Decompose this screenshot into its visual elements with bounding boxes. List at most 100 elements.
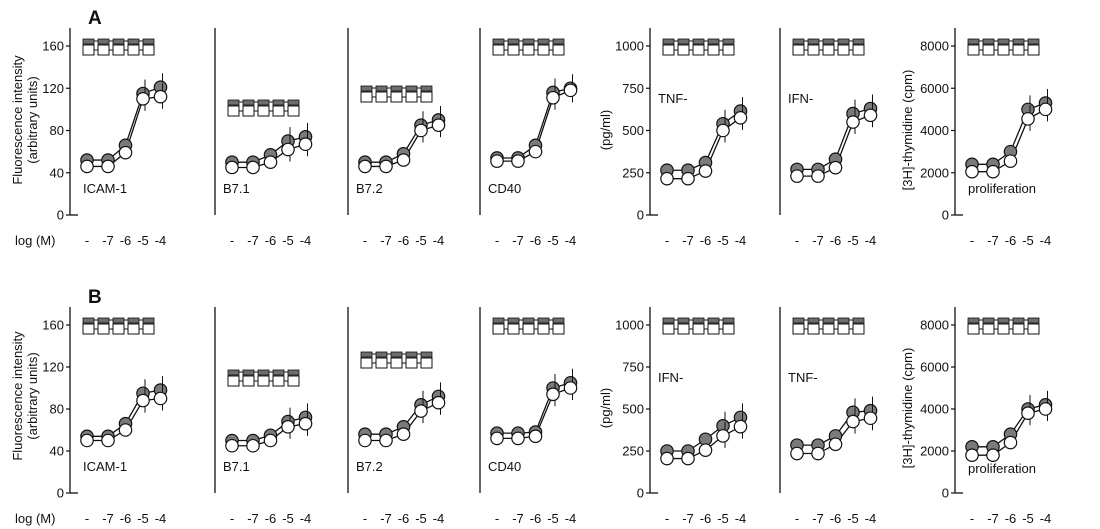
- x-tick-label: -6: [265, 511, 277, 526]
- chart-panel-b-3: - -7 -6 -5 -4 B7.2: [347, 307, 446, 526]
- treatment-box-open: [287, 105, 300, 117]
- y-tick-label: 0: [637, 208, 644, 223]
- treatment-box-filled: [112, 38, 125, 45]
- x-tick-label: -4: [1040, 511, 1052, 526]
- treatment-box-open: [537, 323, 550, 335]
- data-point-open: [298, 416, 313, 431]
- data-point-open: [790, 169, 804, 183]
- treatment-box-open: [537, 44, 550, 56]
- panel-label-tnf-: TNF-: [658, 91, 688, 106]
- y-tick-label: 0: [57, 208, 64, 223]
- data-point-open: [298, 137, 313, 152]
- x-tick-label: -7: [380, 511, 392, 526]
- panel-label-icam-1: ICAM-1: [83, 181, 127, 196]
- y-tick-label: 120: [42, 360, 64, 375]
- treatment-box-filled: [272, 369, 285, 376]
- treatment-box-filled: [242, 99, 255, 106]
- treatment-box-open: [507, 323, 520, 335]
- data-point-open: [811, 446, 825, 461]
- treatment-box-open: [807, 323, 820, 335]
- data-point-open: [716, 429, 730, 443]
- data-point-open: [379, 159, 393, 174]
- x-tick-label: -: [230, 233, 234, 248]
- chart-panel-b-2: - -7 -6 -5 -4 B7.1: [214, 307, 313, 526]
- y-tick-label: 6000: [920, 81, 949, 96]
- data-point-open: [263, 433, 278, 448]
- data-point-open: [528, 429, 543, 444]
- x-tick-label: -4: [865, 233, 877, 248]
- data-point-open: [414, 123, 428, 138]
- data-point-open: [863, 108, 878, 123]
- x-tick-label: -4: [433, 511, 445, 526]
- treatment-box-open: [852, 44, 865, 56]
- x-tick-label: -5: [415, 511, 427, 526]
- treatment-box-open: [792, 44, 805, 56]
- treatment-box-filled: [97, 38, 110, 45]
- treatment-box-filled: [792, 38, 805, 45]
- panel-label-ifn-: IFN-: [658, 370, 683, 385]
- treatment-box-filled: [997, 317, 1010, 324]
- data-point-open: [431, 118, 446, 133]
- treatment-box-open: [272, 105, 285, 117]
- data-point-open: [790, 446, 804, 461]
- x-tick-label: -6: [1005, 511, 1017, 526]
- x-tick-label: -: [85, 233, 89, 248]
- treatment-box-open: [112, 323, 125, 335]
- treatment-box-filled: [662, 38, 675, 45]
- treatment-box-filled: [142, 38, 155, 45]
- treatment-box-open: [1027, 323, 1040, 335]
- treatment-box-open: [405, 357, 418, 369]
- data-point-open: [733, 111, 748, 125]
- treatment-box-open: [692, 323, 705, 335]
- x-tick-label: -5: [137, 511, 149, 526]
- x-tick-label: -6: [530, 511, 542, 526]
- x-tick-label: -7: [102, 511, 114, 526]
- treatment-box-filled: [982, 38, 995, 45]
- treatment-box-filled: [807, 38, 820, 45]
- y-tick-label: 1000: [615, 39, 644, 54]
- x-tick-label: -: [363, 233, 367, 248]
- data-point-open: [118, 145, 133, 160]
- data-point-open: [546, 90, 560, 105]
- x-tick-label: -4: [565, 233, 577, 248]
- data-point-open: [511, 154, 525, 168]
- treatment-box-filled: [677, 38, 690, 45]
- treatment-box-filled: [1027, 317, 1040, 324]
- y-tick-label: 4000: [920, 123, 949, 138]
- x-tick-label: -: [795, 511, 799, 526]
- x-tick-label: -7: [812, 511, 824, 526]
- y-tick-label: 8000: [920, 318, 949, 333]
- treatment-box-open: [722, 323, 735, 335]
- treatment-box-filled: [837, 38, 850, 45]
- treatment-box-open: [242, 375, 255, 387]
- data-point-open: [965, 448, 979, 462]
- treatment-box-open: [692, 44, 705, 56]
- x-tick-label: -4: [300, 511, 312, 526]
- treatment-box-filled: [1012, 38, 1025, 45]
- x-tick-label: -4: [735, 233, 747, 248]
- treatment-box-filled: [257, 99, 270, 106]
- treatment-box-filled: [792, 317, 805, 324]
- treatment-box-open: [707, 44, 720, 56]
- treatment-box-filled: [242, 369, 255, 376]
- data-point-open: [153, 391, 168, 406]
- data-point-open: [379, 433, 393, 448]
- treatment-box-filled: [707, 317, 720, 324]
- x-tick-label: -6: [830, 233, 842, 248]
- x-tick-label: -5: [282, 233, 294, 248]
- treatment-box-open: [227, 105, 240, 117]
- treatment-box-filled: [677, 317, 690, 324]
- treatment-box-open: [967, 44, 980, 56]
- y-axis-label-fluorescence-a-line2: (arbitrary units): [25, 76, 40, 163]
- x-tick-label: -: [495, 233, 499, 248]
- panel-label-b7-2: B7.2: [356, 181, 383, 196]
- data-point-open: [80, 433, 94, 448]
- y-axis-label-fluorescence-b-line2: (arbitrary units): [25, 352, 40, 439]
- treatment-box-filled: [662, 317, 675, 324]
- treatment-box-filled: [82, 317, 95, 324]
- treatment-box-open: [677, 323, 690, 335]
- data-point-open: [225, 160, 239, 175]
- treatment-box-open: [257, 105, 270, 117]
- treatment-box-filled: [837, 317, 850, 324]
